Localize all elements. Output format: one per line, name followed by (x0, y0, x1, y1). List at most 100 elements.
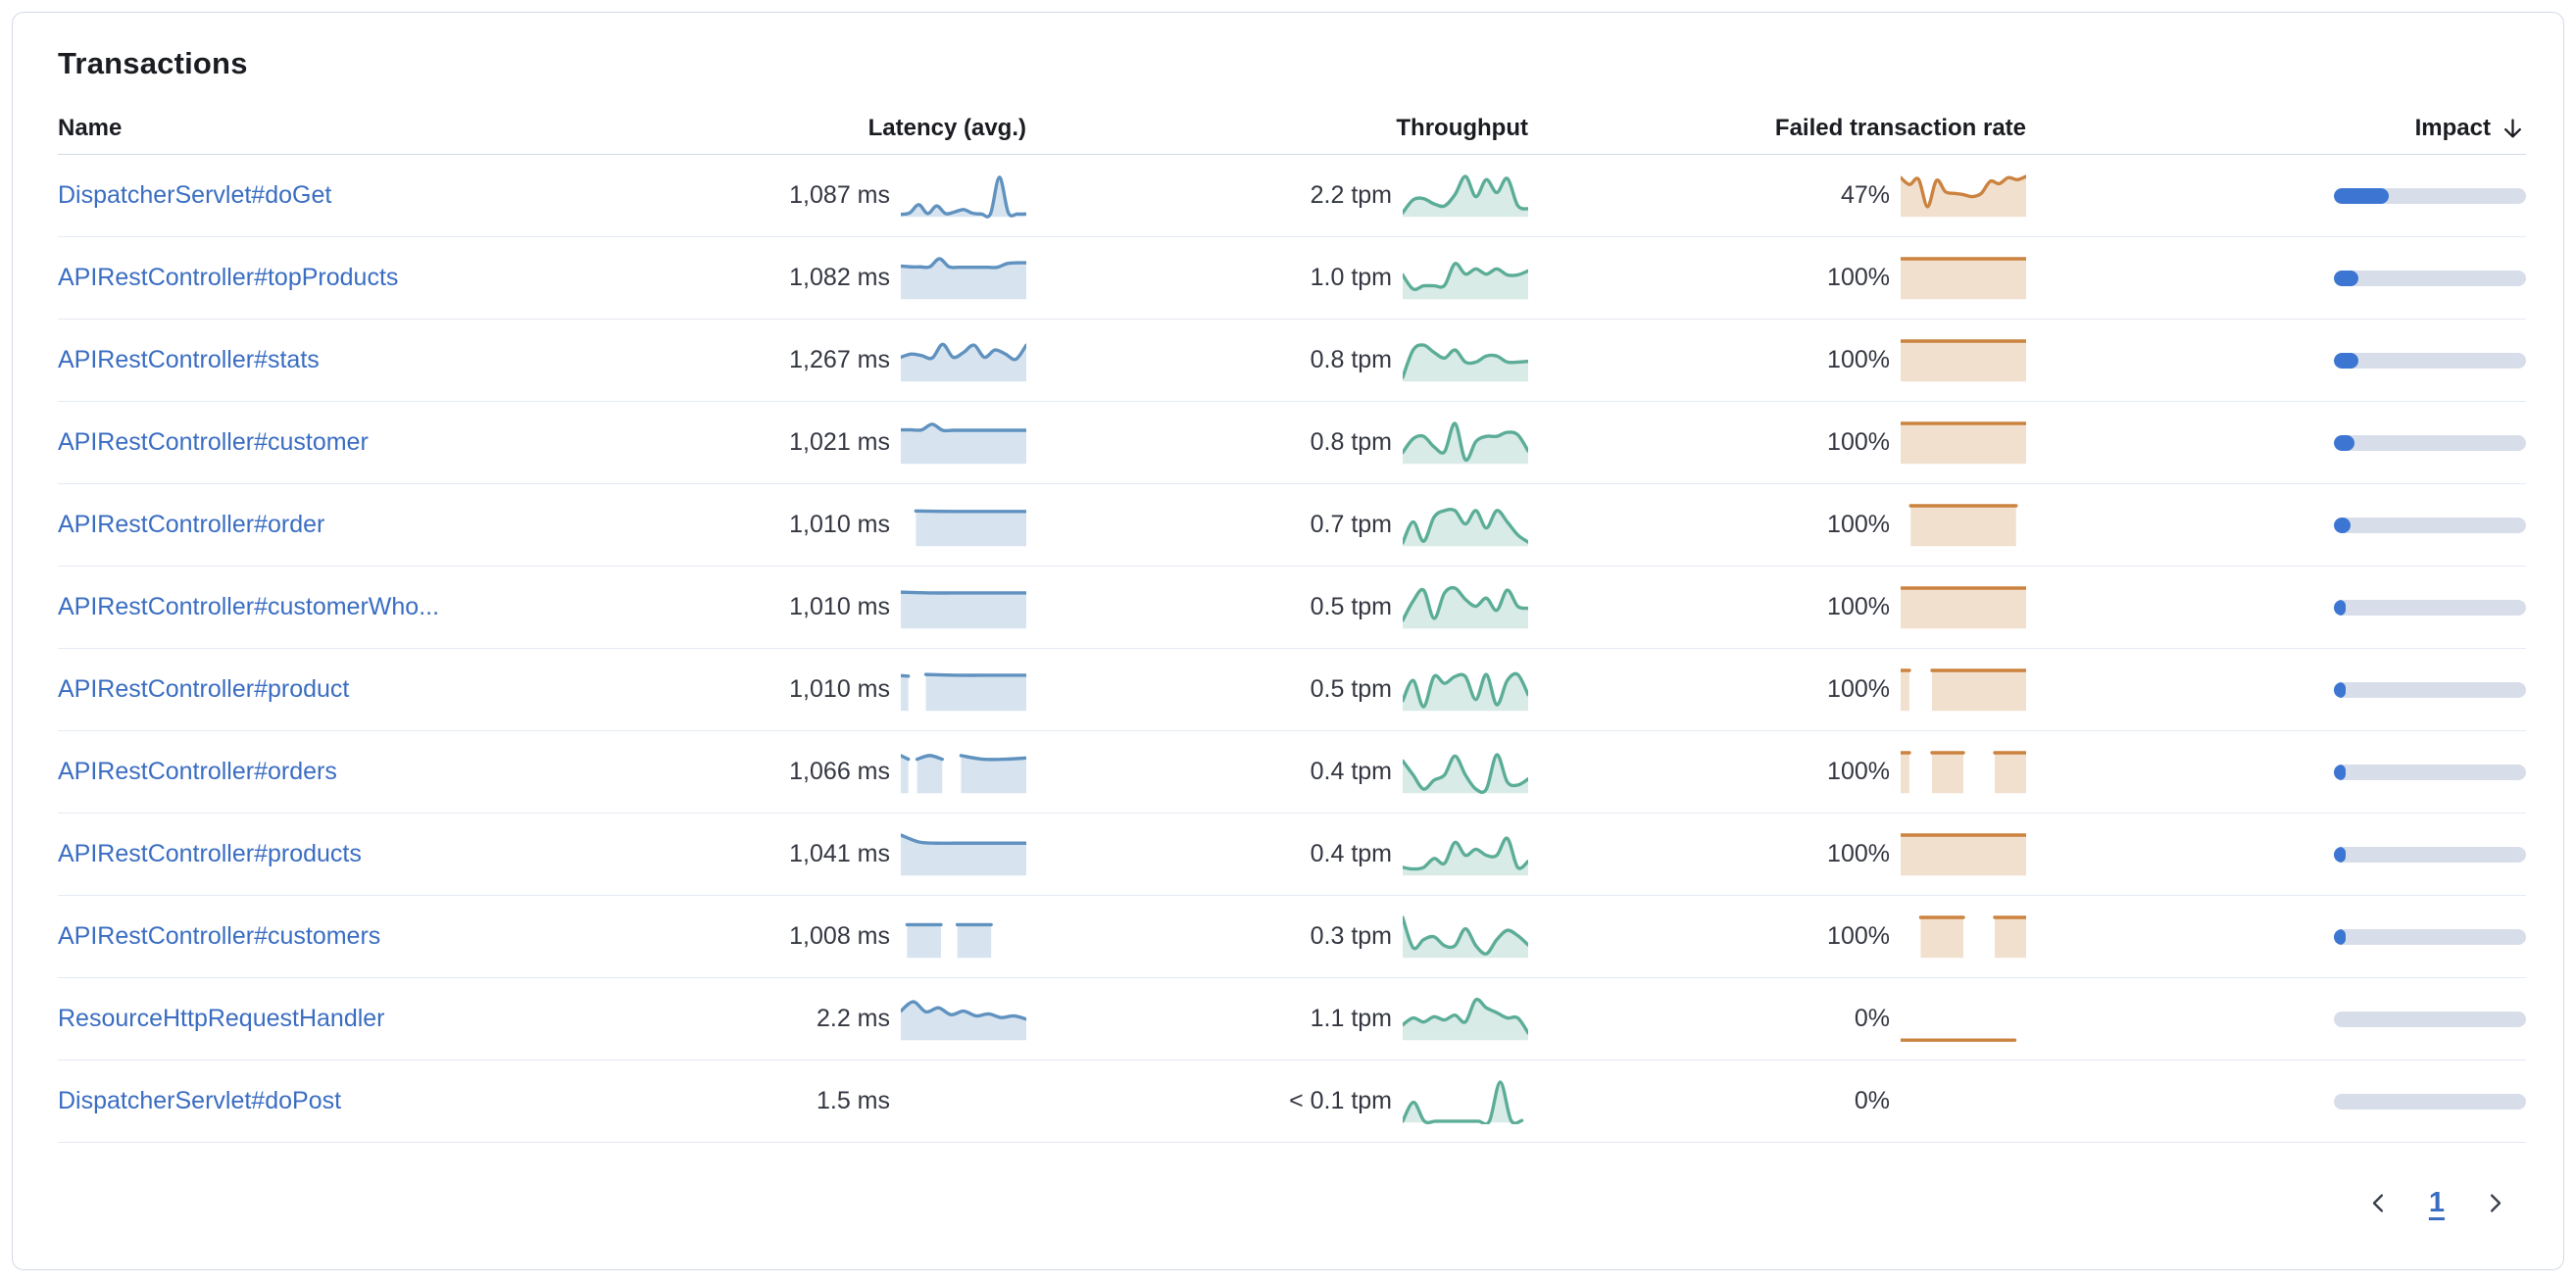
transaction-name-link[interactable]: DispatcherServlet#doPost (58, 1087, 342, 1114)
impact-bar-fill (2334, 434, 2355, 451)
latency-sparkline (901, 421, 1026, 464)
impact-bar-fill (2334, 270, 2358, 286)
failed-rate-sparkline (1901, 1038, 2017, 1042)
panel-title: Transactions (58, 46, 248, 80)
failed-rate-sparkline (1901, 173, 2026, 217)
latency-value: 1,010 ms (789, 593, 890, 620)
throughput-sparkline (1403, 914, 1528, 958)
impact-bar-fill (2334, 764, 2346, 780)
table-row: APIRestController#product 1,010 ms 0.5 t… (58, 649, 2526, 731)
impact-bar-fill (2334, 517, 2352, 533)
failed-rate-sparkline (1901, 585, 2026, 628)
latency-sparkline (901, 832, 1026, 875)
latency-sparkline (901, 753, 1026, 793)
transaction-name-link[interactable]: APIRestController#orders (58, 758, 337, 785)
chevron-right-icon (2490, 1194, 2502, 1212)
transaction-name-link[interactable]: APIRestController#product (58, 675, 350, 703)
impact-bar (2334, 928, 2526, 945)
throughput-sparkline (1403, 671, 1528, 711)
latency-value: 1,021 ms (789, 428, 890, 456)
failed-rate-sparkline (1901, 1079, 2026, 1124)
column-header-impact[interactable]: Impact (2415, 115, 2526, 142)
throughput-value: 0.8 tpm (1310, 428, 1392, 456)
page-number-1[interactable]: 1 (2428, 1187, 2445, 1218)
failed-rate-value: 100% (1827, 922, 1890, 950)
column-header-failed-rate[interactable]: Failed transaction rate (1774, 115, 2026, 141)
throughput-value: 0.5 tpm (1310, 675, 1392, 703)
throughput-value: 0.3 tpm (1310, 922, 1392, 950)
latency-value: 1,087 ms (789, 181, 890, 209)
impact-bar (2334, 681, 2526, 698)
throughput-value: 0.8 tpm (1310, 346, 1392, 373)
table-row: APIRestController#order 1,010 ms 0.7 tpm… (58, 484, 2526, 567)
impact-bar (2334, 270, 2526, 286)
next-page-button[interactable] (2478, 1186, 2512, 1220)
impact-bar (2334, 846, 2526, 863)
latency-sparkline (901, 1079, 1026, 1124)
failed-rate-sparkline (1908, 503, 2018, 546)
latency-value: 1,267 ms (789, 346, 890, 373)
transaction-name-link[interactable]: APIRestController#customers (58, 922, 381, 950)
previous-page-button[interactable] (2361, 1186, 2396, 1220)
failed-rate-value: 100% (1827, 593, 1890, 620)
failed-rate-value: 100% (1827, 264, 1890, 291)
latency-value: 1,008 ms (789, 922, 890, 950)
impact-bar-fill (2334, 928, 2346, 945)
transaction-name-link[interactable]: APIRestController#customerWho... (58, 593, 440, 620)
transactions-panel: Transactions Name Latency (avg.) Through… (12, 12, 2564, 1270)
impact-bar-fill (2334, 352, 2359, 369)
column-header-latency[interactable]: Latency (avg.) (867, 115, 1026, 141)
failed-rate-value: 47% (1840, 181, 1890, 209)
table-header-row: Name Latency (avg.) Throughput Failed tr… (58, 103, 2526, 154)
table-row: APIRestController#customer 1,021 ms 0.8 … (58, 402, 2526, 484)
latency-sparkline (901, 671, 1026, 711)
table-row: APIRestController#topProducts 1,082 ms 1… (58, 237, 2526, 320)
latency-sparkline (901, 999, 1026, 1040)
transaction-name-link[interactable]: APIRestController#order (58, 511, 325, 538)
throughput-value: 0.4 tpm (1310, 758, 1392, 785)
transaction-name-link[interactable]: APIRestController#products (58, 840, 362, 867)
table-row: APIRestController#orders 1,066 ms 0.4 tp… (58, 731, 2526, 814)
transaction-name-link[interactable]: ResourceHttpRequestHandler (58, 1005, 385, 1032)
failed-rate-sparkline (1901, 667, 2026, 711)
failed-rate-value: 100% (1827, 758, 1890, 785)
latency-sparkline (901, 256, 1026, 299)
table-row: APIRestController#customers 1,008 ms 0.3… (58, 896, 2526, 978)
failed-rate-value: 0% (1854, 1087, 1890, 1114)
table-row: DispatcherServlet#doGet 1,087 ms 2.2 tpm… (58, 155, 2526, 237)
latency-value: 1,082 ms (789, 264, 890, 291)
impact-bar-fill (2334, 599, 2347, 616)
throughput-sparkline (1403, 997, 1528, 1040)
sort-descending-arrow-icon (2500, 116, 2526, 142)
failed-rate-sparkline (1901, 832, 2026, 875)
impact-bar (2334, 1093, 2526, 1110)
transaction-name-link[interactable]: APIRestController#stats (58, 346, 320, 373)
column-header-throughput[interactable]: Throughput (1396, 115, 1528, 141)
failed-rate-sparkline (1901, 338, 2026, 381)
impact-bar (2334, 517, 2526, 533)
latency-value: 1.5 ms (816, 1087, 890, 1114)
failed-rate-value: 0% (1854, 1005, 1890, 1032)
impact-bar-fill (2334, 187, 2389, 204)
latency-sparkline (901, 342, 1026, 381)
latency-sparkline (901, 174, 1026, 219)
impact-bar-fill (2334, 846, 2346, 863)
failed-rate-sparkline (1918, 914, 2026, 958)
throughput-value: 2.2 tpm (1310, 181, 1392, 209)
failed-rate-sparkline (1901, 420, 2026, 464)
failed-rate-value: 100% (1827, 346, 1890, 373)
transaction-name-link[interactable]: DispatcherServlet#doGet (58, 181, 332, 209)
column-header-name[interactable]: Name (58, 115, 123, 141)
throughput-sparkline (1403, 836, 1528, 875)
latency-value: 1,041 ms (789, 840, 890, 867)
chevron-left-icon (2372, 1194, 2383, 1212)
throughput-value: 0.7 tpm (1310, 511, 1392, 538)
transaction-name-link[interactable]: APIRestController#topProducts (58, 264, 399, 291)
transaction-name-link[interactable]: APIRestController#customer (58, 428, 369, 456)
pagination: 1 (58, 1186, 2526, 1220)
throughput-sparkline (1403, 420, 1528, 464)
latency-sparkline (905, 922, 993, 958)
failed-rate-value: 100% (1827, 511, 1890, 538)
failed-rate-value: 100% (1827, 675, 1890, 703)
